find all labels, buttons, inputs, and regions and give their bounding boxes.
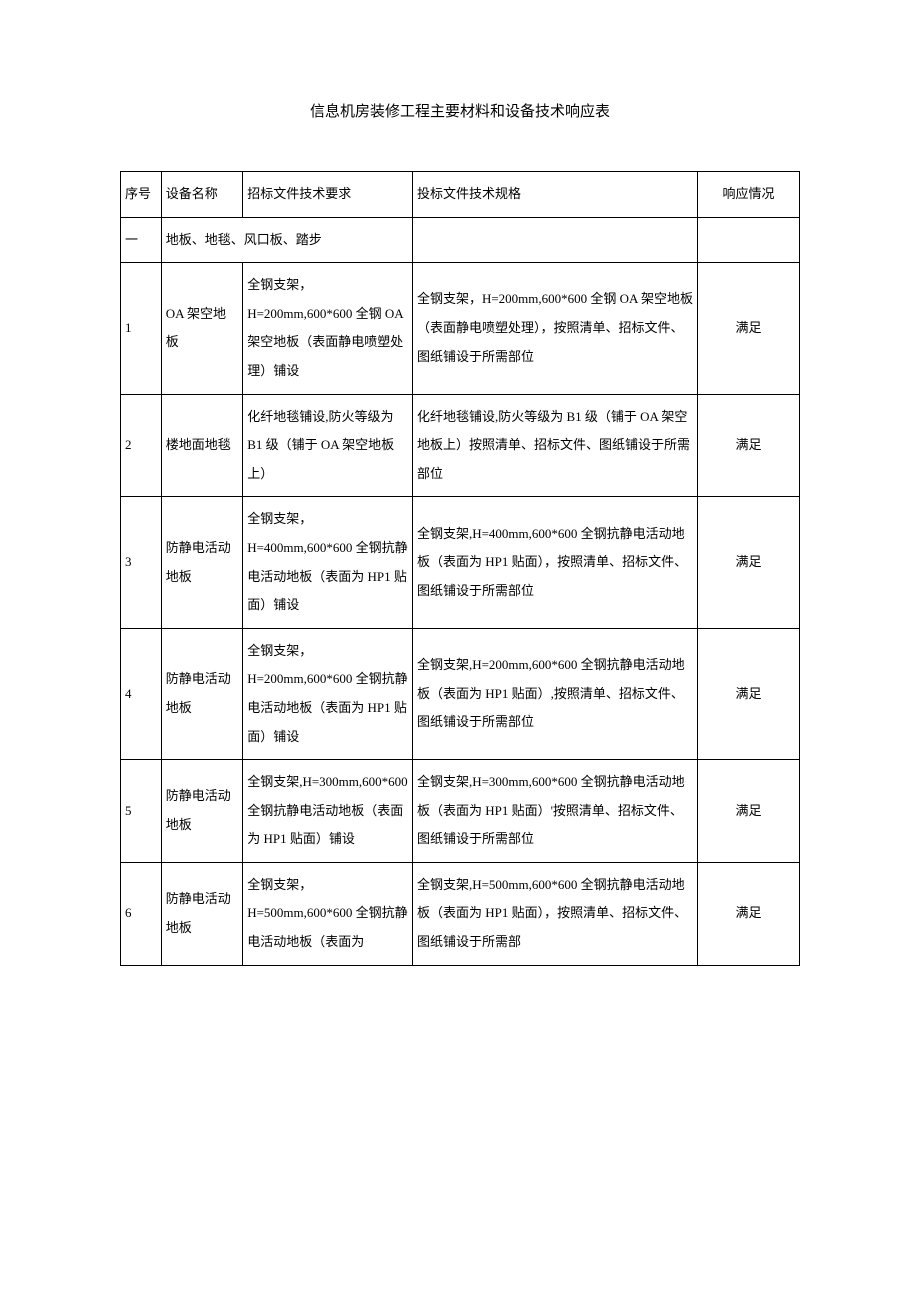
table-row: 4 防静电活动地板 全钢支架，H=200mm,600*600 全钢抗静电活动地板… xyxy=(121,628,800,759)
header-seq: 序号 xyxy=(121,172,162,218)
cell-name: 防静电活动地板 xyxy=(161,497,242,628)
cell-name: 防静电活动地板 xyxy=(161,628,242,759)
cell-spec: 全钢支架,H=500mm,600*600 全钢抗静电活动地板（表面为 HP1 贴… xyxy=(412,862,697,965)
header-spec: 投标文件技术规格 xyxy=(412,172,697,218)
table-row: 5 防静电活动地板 全钢支架,H=300mm,600*600 全钢抗静电活动地板… xyxy=(121,760,800,863)
table-row: 6 防静电活动地板 全钢支架，H=500mm,600*600 全钢抗静电活动地板… xyxy=(121,862,800,965)
section-status-empty xyxy=(698,217,800,263)
cell-seq: 1 xyxy=(121,263,162,394)
table-header-row: 序号 设备名称 招标文件技术要求 投标文件技术规格 响应情况 xyxy=(121,172,800,218)
table-row: 1 OA 架空地板 全钢支架，H=200mm,600*600 全钢 OA 架空地… xyxy=(121,263,800,394)
table-row: 3 防静电活动地板 全钢支架，H=400mm,600*600 全钢抗静电活动地板… xyxy=(121,497,800,628)
cell-name: 楼地面地毯 xyxy=(161,394,242,497)
section-seq: 一 xyxy=(121,217,162,263)
cell-req: 全钢支架，H=400mm,600*600 全钢抗静电活动地板（表面为 HP1 贴… xyxy=(243,497,413,628)
cell-status: 满足 xyxy=(698,862,800,965)
cell-seq: 5 xyxy=(121,760,162,863)
cell-status: 满足 xyxy=(698,394,800,497)
section-row: 一 地板、地毯、风口板、踏步 xyxy=(121,217,800,263)
table-row: 2 楼地面地毯 化纤地毯铺设,防火等级为 B1 级（铺于 OA 架空地板上） 化… xyxy=(121,394,800,497)
cell-seq: 4 xyxy=(121,628,162,759)
cell-seq: 6 xyxy=(121,862,162,965)
cell-spec: 全钢支架,H=400mm,600*600 全钢抗静电活动地板（表面为 HP1 贴… xyxy=(412,497,697,628)
cell-spec: 化纤地毯铺设,防火等级为 B1 级（铺于 OA 架空地板上）按照清单、招标文件、… xyxy=(412,394,697,497)
cell-name: 防静电活动地板 xyxy=(161,862,242,965)
cell-spec: 全钢支架，H=200mm,600*600 全钢 OA 架空地板（表面静电喷塑处理… xyxy=(412,263,697,394)
page-title: 信息机房装修工程主要材料和设备技术响应表 xyxy=(120,100,800,121)
cell-spec: 全钢支架,H=300mm,600*600 全钢抗静电活动地板（表面为 HP1 贴… xyxy=(412,760,697,863)
header-name: 设备名称 xyxy=(161,172,242,218)
cell-status: 满足 xyxy=(698,760,800,863)
cell-req: 全钢支架，H=500mm,600*600 全钢抗静电活动地板（表面为 xyxy=(243,862,413,965)
cell-status: 满足 xyxy=(698,628,800,759)
cell-req: 全钢支架,H=300mm,600*600 全钢抗静电活动地板（表面为 HP1 贴… xyxy=(243,760,413,863)
cell-req: 全钢支架，H=200mm,600*600 全钢抗静电活动地板（表面为 HP1 贴… xyxy=(243,628,413,759)
cell-req: 化纤地毯铺设,防火等级为 B1 级（铺于 OA 架空地板上） xyxy=(243,394,413,497)
header-req: 招标文件技术要求 xyxy=(243,172,413,218)
section-spec-empty xyxy=(412,217,697,263)
header-status: 响应情况 xyxy=(698,172,800,218)
cell-name: 防静电活动地板 xyxy=(161,760,242,863)
cell-status: 满足 xyxy=(698,497,800,628)
cell-seq: 2 xyxy=(121,394,162,497)
cell-req: 全钢支架，H=200mm,600*600 全钢 OA 架空地板（表面静电喷塑处理… xyxy=(243,263,413,394)
cell-seq: 3 xyxy=(121,497,162,628)
cell-spec: 全钢支架,H=200mm,600*600 全钢抗静电活动地板（表面为 HP1 贴… xyxy=(412,628,697,759)
section-label: 地板、地毯、风口板、踏步 xyxy=(161,217,412,263)
cell-status: 满足 xyxy=(698,263,800,394)
cell-name: OA 架空地板 xyxy=(161,263,242,394)
response-table: 序号 设备名称 招标文件技术要求 投标文件技术规格 响应情况 一 地板、地毯、风… xyxy=(120,171,800,966)
